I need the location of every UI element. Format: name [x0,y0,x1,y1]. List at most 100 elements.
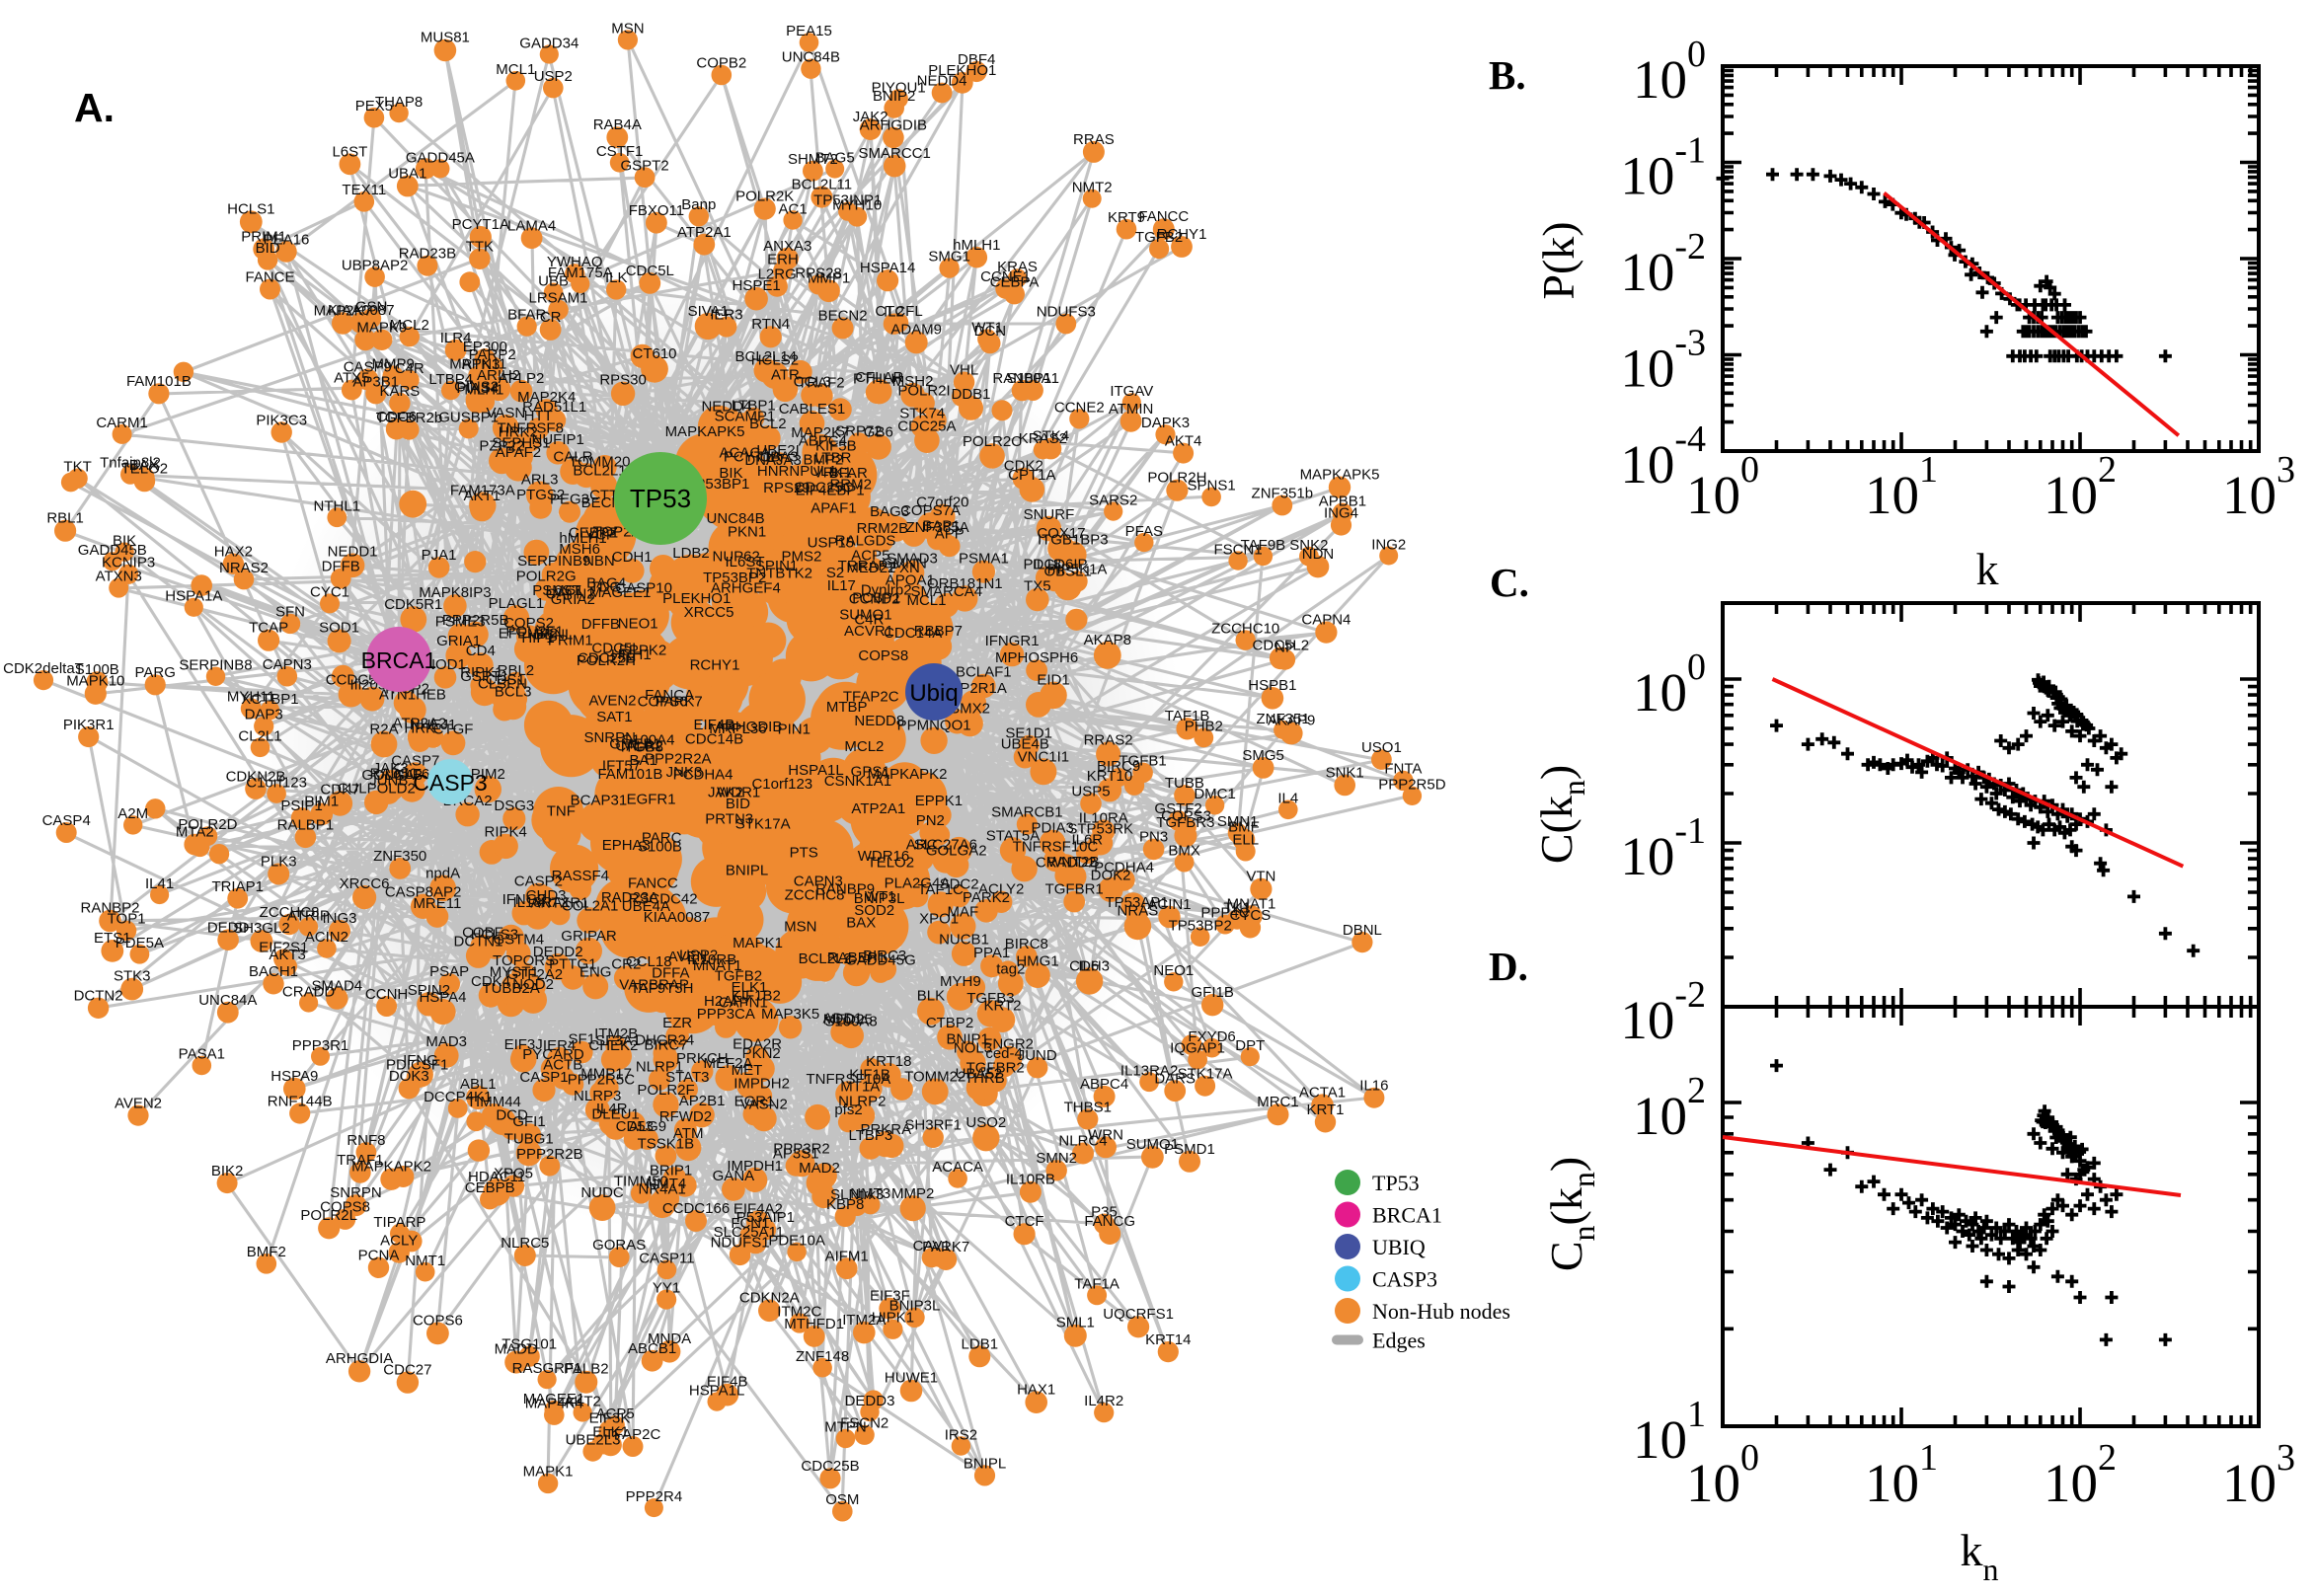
svg-text:ITM2C: ITM2C [777,1303,821,1320]
svg-text:MED22: MED22 [846,560,895,576]
svg-text:NUDC: NUDC [580,1184,623,1201]
svg-text:TAF1B: TAF1B [1165,708,1210,724]
svg-text:RIPK1: RIPK1 [460,664,502,681]
svg-text:THAP8: THAP8 [375,94,423,111]
svg-text:GRIA1: GRIA1 [436,633,481,649]
svg-text:PLAGL1: PLAGL1 [489,595,545,612]
svg-text:DNAJA3: DNAJA3 [744,452,802,469]
svg-text:GPS1: GPS1 [851,763,890,780]
svg-text:TAF9B: TAF9B [1241,537,1286,554]
svg-text:XRCC6: XRCC6 [340,875,390,892]
svg-text:POLR2H: POLR2H [577,652,636,669]
svg-text:ANXA3: ANXA3 [763,238,811,255]
svg-text:IL41: IL41 [145,875,174,892]
svg-text:MSH6: MSH6 [559,541,600,558]
svg-text:HRK2: HRK2 [499,424,538,441]
svg-text:ELK1: ELK1 [732,979,768,996]
svg-text:ATX5: ATX5 [334,370,369,387]
svg-text:S2: S2 [826,565,844,581]
svg-text:TUBB2A: TUBB2A [482,980,539,997]
svg-text:CASP11: CASP11 [639,1251,694,1267]
svg-text:BCL2L2: BCL2L2 [799,950,852,967]
svg-text:EPPK1: EPPK1 [915,793,963,809]
svg-text:EGFR1: EGFR1 [627,791,676,807]
svg-text:KIAA0087: KIAA0087 [644,909,711,926]
svg-text:CDC27: CDC27 [383,1361,431,1378]
svg-text:GORAS: GORAS [592,1237,646,1254]
svg-text:FNGR2: FNGR2 [983,1036,1034,1053]
svg-text:GSTM4: GSTM4 [493,932,544,949]
svg-text:CCDC166: CCDC166 [662,1200,730,1217]
svg-text:ITGB1BP3: ITGB1BP3 [1038,531,1109,548]
svg-text:RCHY1: RCHY1 [1157,226,1207,243]
svg-text:POLR2D: POLR2D [178,816,237,833]
svg-text:CASP3: CASP3 [413,770,487,796]
svg-text:AP3S1: AP3S1 [773,1146,819,1163]
svg-text:PMS2: PMS2 [781,549,821,566]
svg-text:L6ST: L6ST [332,143,367,160]
svg-text:TAF9T5H: TAF9T5H [631,980,694,997]
svg-text:STK3: STK3 [114,968,151,985]
svg-text:PZP22: PZP22 [479,438,524,455]
svg-text:BAG5: BAG5 [815,150,855,167]
svg-text:CD53: CD53 [616,1118,654,1135]
svg-text:TX5: TX5 [1024,578,1051,595]
svg-text:PEX5: PEX5 [355,98,393,114]
svg-text:VTN: VTN [1246,869,1275,885]
svg-text:ABPC4: ABPC4 [1080,1076,1128,1093]
svg-text:KRAS: KRAS [997,259,1038,275]
svg-text:AVEN2: AVEN2 [115,1096,162,1112]
svg-text:C1orf123: C1orf123 [751,776,812,793]
svg-text:TFAP2C: TFAP2C [843,689,899,706]
svg-text:BNIP1: BNIP1 [947,1031,989,1048]
svg-text:HRK: HRK [404,721,435,737]
svg-text:HCLS1: HCLS1 [227,200,274,217]
svg-text:NEDD4: NEDD4 [917,73,967,90]
svg-text:MCL1: MCL1 [496,61,535,78]
svg-text:OSM: OSM [825,1491,859,1508]
svg-text:MAP2K7: MAP2K7 [791,424,849,441]
svg-text:CEBPA: CEBPA [990,273,1040,290]
svg-text:FANCG: FANCG [1084,1213,1135,1230]
svg-text:MMP17: MMP17 [580,1066,632,1083]
svg-text:MAPK1: MAPK1 [523,1464,574,1481]
svg-text:ALG9: ALG9 [629,1118,666,1135]
svg-text:DFFB: DFFB [581,616,620,633]
svg-text:TAF1A: TAF1A [1074,1275,1119,1292]
svg-text:CASP9: CASP9 [344,359,392,376]
svg-text:NRAS: NRAS [1118,903,1159,920]
svg-text:UBE4A: UBE4A [622,898,670,915]
svg-text:HIPK1: HIPK1 [872,1310,914,1327]
svg-text:MAGEE1: MAGEE1 [523,1391,585,1407]
svg-text:PLA2G4A: PLA2G4A [885,875,951,892]
svg-text:JAK2: JAK2 [708,785,743,801]
svg-text:SMARCB1: SMARCB1 [991,804,1063,821]
svg-text:Ubiq: Ubiq [909,680,958,707]
svg-text:MMP2: MMP2 [891,1185,934,1202]
svg-text:NLRC5: NLRC5 [501,1235,549,1252]
svg-text:PPA1: PPA1 [973,945,1010,961]
svg-text:CDH3: CDH3 [1069,957,1110,974]
svg-text:CSTF1: CSTF1 [596,143,644,160]
svg-text:NMT1: NMT1 [405,1253,445,1269]
svg-text:k: k [1976,544,1999,594]
svg-text:HSPA1L: HSPA1L [788,762,843,779]
svg-text:CAPN3: CAPN3 [794,874,843,890]
svg-text:IL4: IL4 [1277,791,1298,807]
svg-text:DCCP4K1: DCCP4K1 [424,1089,492,1105]
svg-text:IL13RA2: IL13RA2 [1120,1062,1178,1079]
svg-text:CRADD2: CRADD2 [1036,855,1097,872]
svg-text:NEDD4: NEDD4 [701,399,751,416]
svg-text:PIAS4: PIAS4 [456,380,499,397]
svg-text:ACTA1: ACTA1 [1299,1084,1346,1101]
svg-text:PSMD1: PSMD1 [1164,1141,1215,1158]
svg-text:BAX: BAX [129,457,159,474]
svg-text:TELO2: TELO2 [868,855,915,872]
svg-text:RNF144B: RNF144B [268,1093,333,1109]
svg-text:DFFA: DFFA [652,965,689,982]
svg-text:TP53BP2: TP53BP2 [703,570,766,586]
svg-text:ABL1: ABL1 [460,1076,497,1093]
svg-text:SNK1: SNK1 [1326,765,1364,782]
svg-text:GINS2: GINS2 [454,378,499,395]
svg-text:TGFB2: TGFB2 [1135,229,1183,246]
